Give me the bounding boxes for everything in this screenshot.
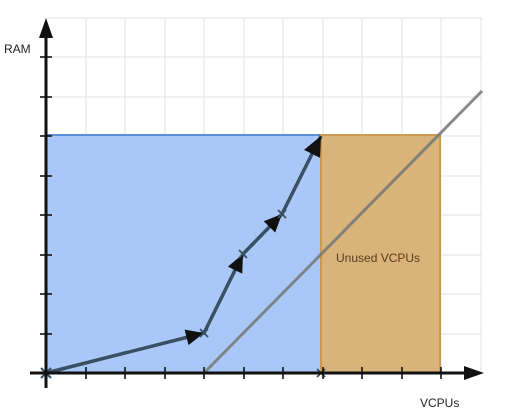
- axes: [30, 18, 484, 388]
- arrowhead-icon: [184, 329, 204, 346]
- arrowhead-icon: [227, 254, 243, 274]
- y-axis-label: RAM: [4, 42, 31, 56]
- unused-vcpus-label: Unused VCPUs: [336, 251, 421, 265]
- unused-vcpus-region: [320, 134, 441, 374]
- x-axis-label: VCPUs: [420, 396, 460, 410]
- arrowhead-icon: [304, 136, 321, 158]
- used-resources-region: [45, 134, 322, 374]
- x-marker-icon: [238, 249, 248, 259]
- x-marker-icon: [277, 209, 287, 219]
- x-axis-arrow-icon: [464, 366, 484, 380]
- ratio-diagonal-line: [202, 89, 484, 375]
- axis-ticks: [40, 56, 442, 379]
- y-axis-arrow-icon: [39, 18, 53, 38]
- x-marker-icon: [199, 328, 209, 338]
- arrowhead-icon: [263, 214, 282, 233]
